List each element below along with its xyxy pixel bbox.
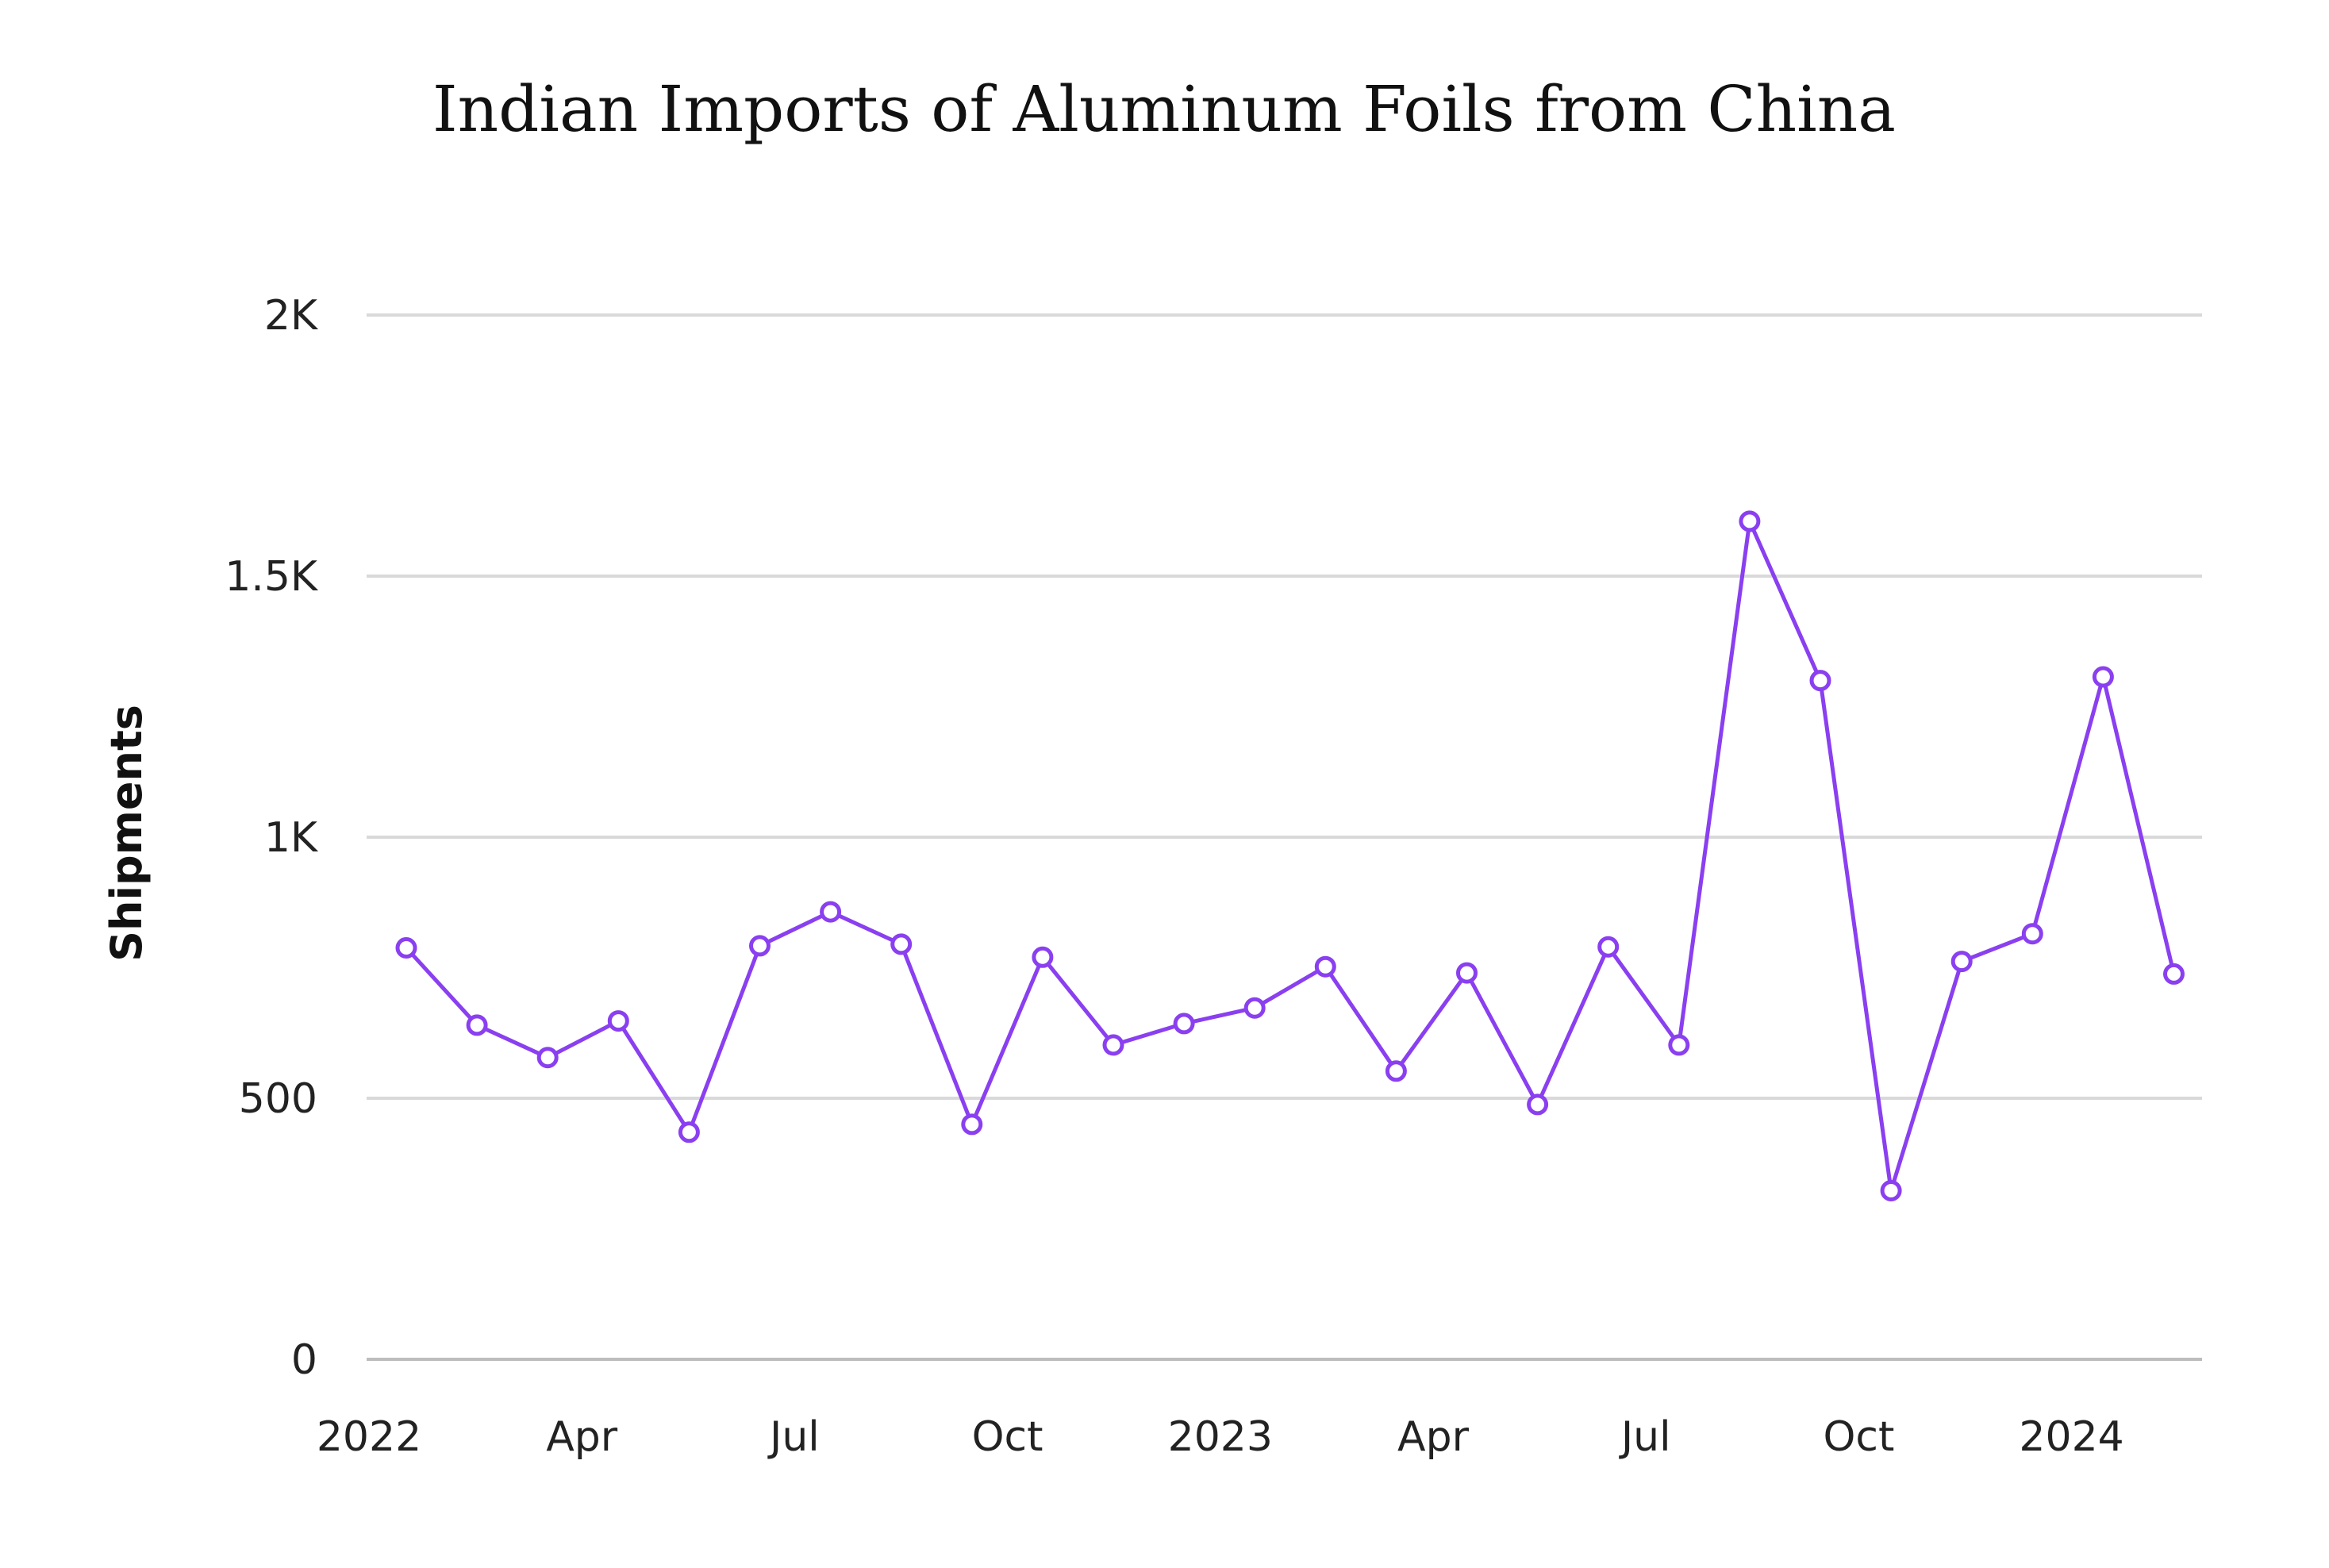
y-axis-title: Shipments [102, 705, 152, 962]
data-point[interactable] [1668, 1034, 1690, 1056]
series-line [405, 519, 2176, 1193]
data-point[interactable] [961, 1113, 983, 1136]
y-tick-label: 1K [264, 814, 319, 862]
data-point[interactable] [1243, 997, 1266, 1019]
y-tick-label: 2K [264, 292, 319, 340]
x-tick-label: Apr [546, 1413, 618, 1461]
x-tick-label: 2022 [317, 1413, 421, 1461]
y-tick-label: 0 [291, 1336, 317, 1384]
data-point[interactable] [2021, 923, 2043, 945]
y-tick-label: 1.5K [225, 553, 319, 601]
data-point[interactable] [1173, 1013, 1195, 1035]
data-point[interactable] [536, 1047, 559, 1069]
chart-title: Indian Imports of Aluminum Foils from Ch… [432, 72, 1896, 146]
gridlines [367, 313, 2202, 1361]
data-point[interactable] [749, 935, 771, 957]
x-tick-label: Oct [1823, 1413, 1894, 1461]
x-tick-label: Apr [1397, 1413, 1470, 1461]
data-point[interactable] [607, 1010, 629, 1032]
x-tick-label: 2023 [1168, 1413, 1273, 1461]
data-point[interactable] [678, 1121, 700, 1143]
x-tick-label: Jul [1619, 1413, 1671, 1461]
data-point[interactable] [890, 933, 913, 955]
data-point[interactable] [1102, 1034, 1124, 1056]
x-tick-label: Jul [767, 1413, 820, 1461]
x-tick-label: 2024 [2019, 1413, 2123, 1461]
series-layer [395, 510, 2185, 1201]
data-point[interactable] [1809, 670, 1831, 692]
data-point[interactable] [395, 937, 417, 959]
y-tick-label: 500 [239, 1075, 317, 1123]
data-point[interactable] [2163, 963, 2185, 985]
data-point[interactable] [1385, 1060, 1407, 1082]
x-tick-label: Oct [972, 1413, 1043, 1461]
data-point[interactable] [820, 901, 842, 923]
data-point[interactable] [1739, 510, 1761, 532]
data-point[interactable] [2092, 666, 2114, 688]
data-point[interactable] [466, 1014, 488, 1036]
data-point[interactable] [1456, 962, 1478, 984]
x-axis-ticks: 2022 Apr Jul Oct 2023 Apr Jul Oct 2024 [317, 1413, 2124, 1461]
data-point[interactable] [1527, 1093, 1549, 1116]
data-point[interactable] [1314, 955, 1336, 978]
y-axis-ticks: 0 500 1K 1.5K 2K [225, 292, 319, 1384]
data-point[interactable] [1032, 946, 1054, 968]
data-point[interactable] [1597, 936, 1620, 958]
data-point[interactable] [1880, 1180, 1902, 1201]
data-point[interactable] [1950, 951, 1973, 973]
